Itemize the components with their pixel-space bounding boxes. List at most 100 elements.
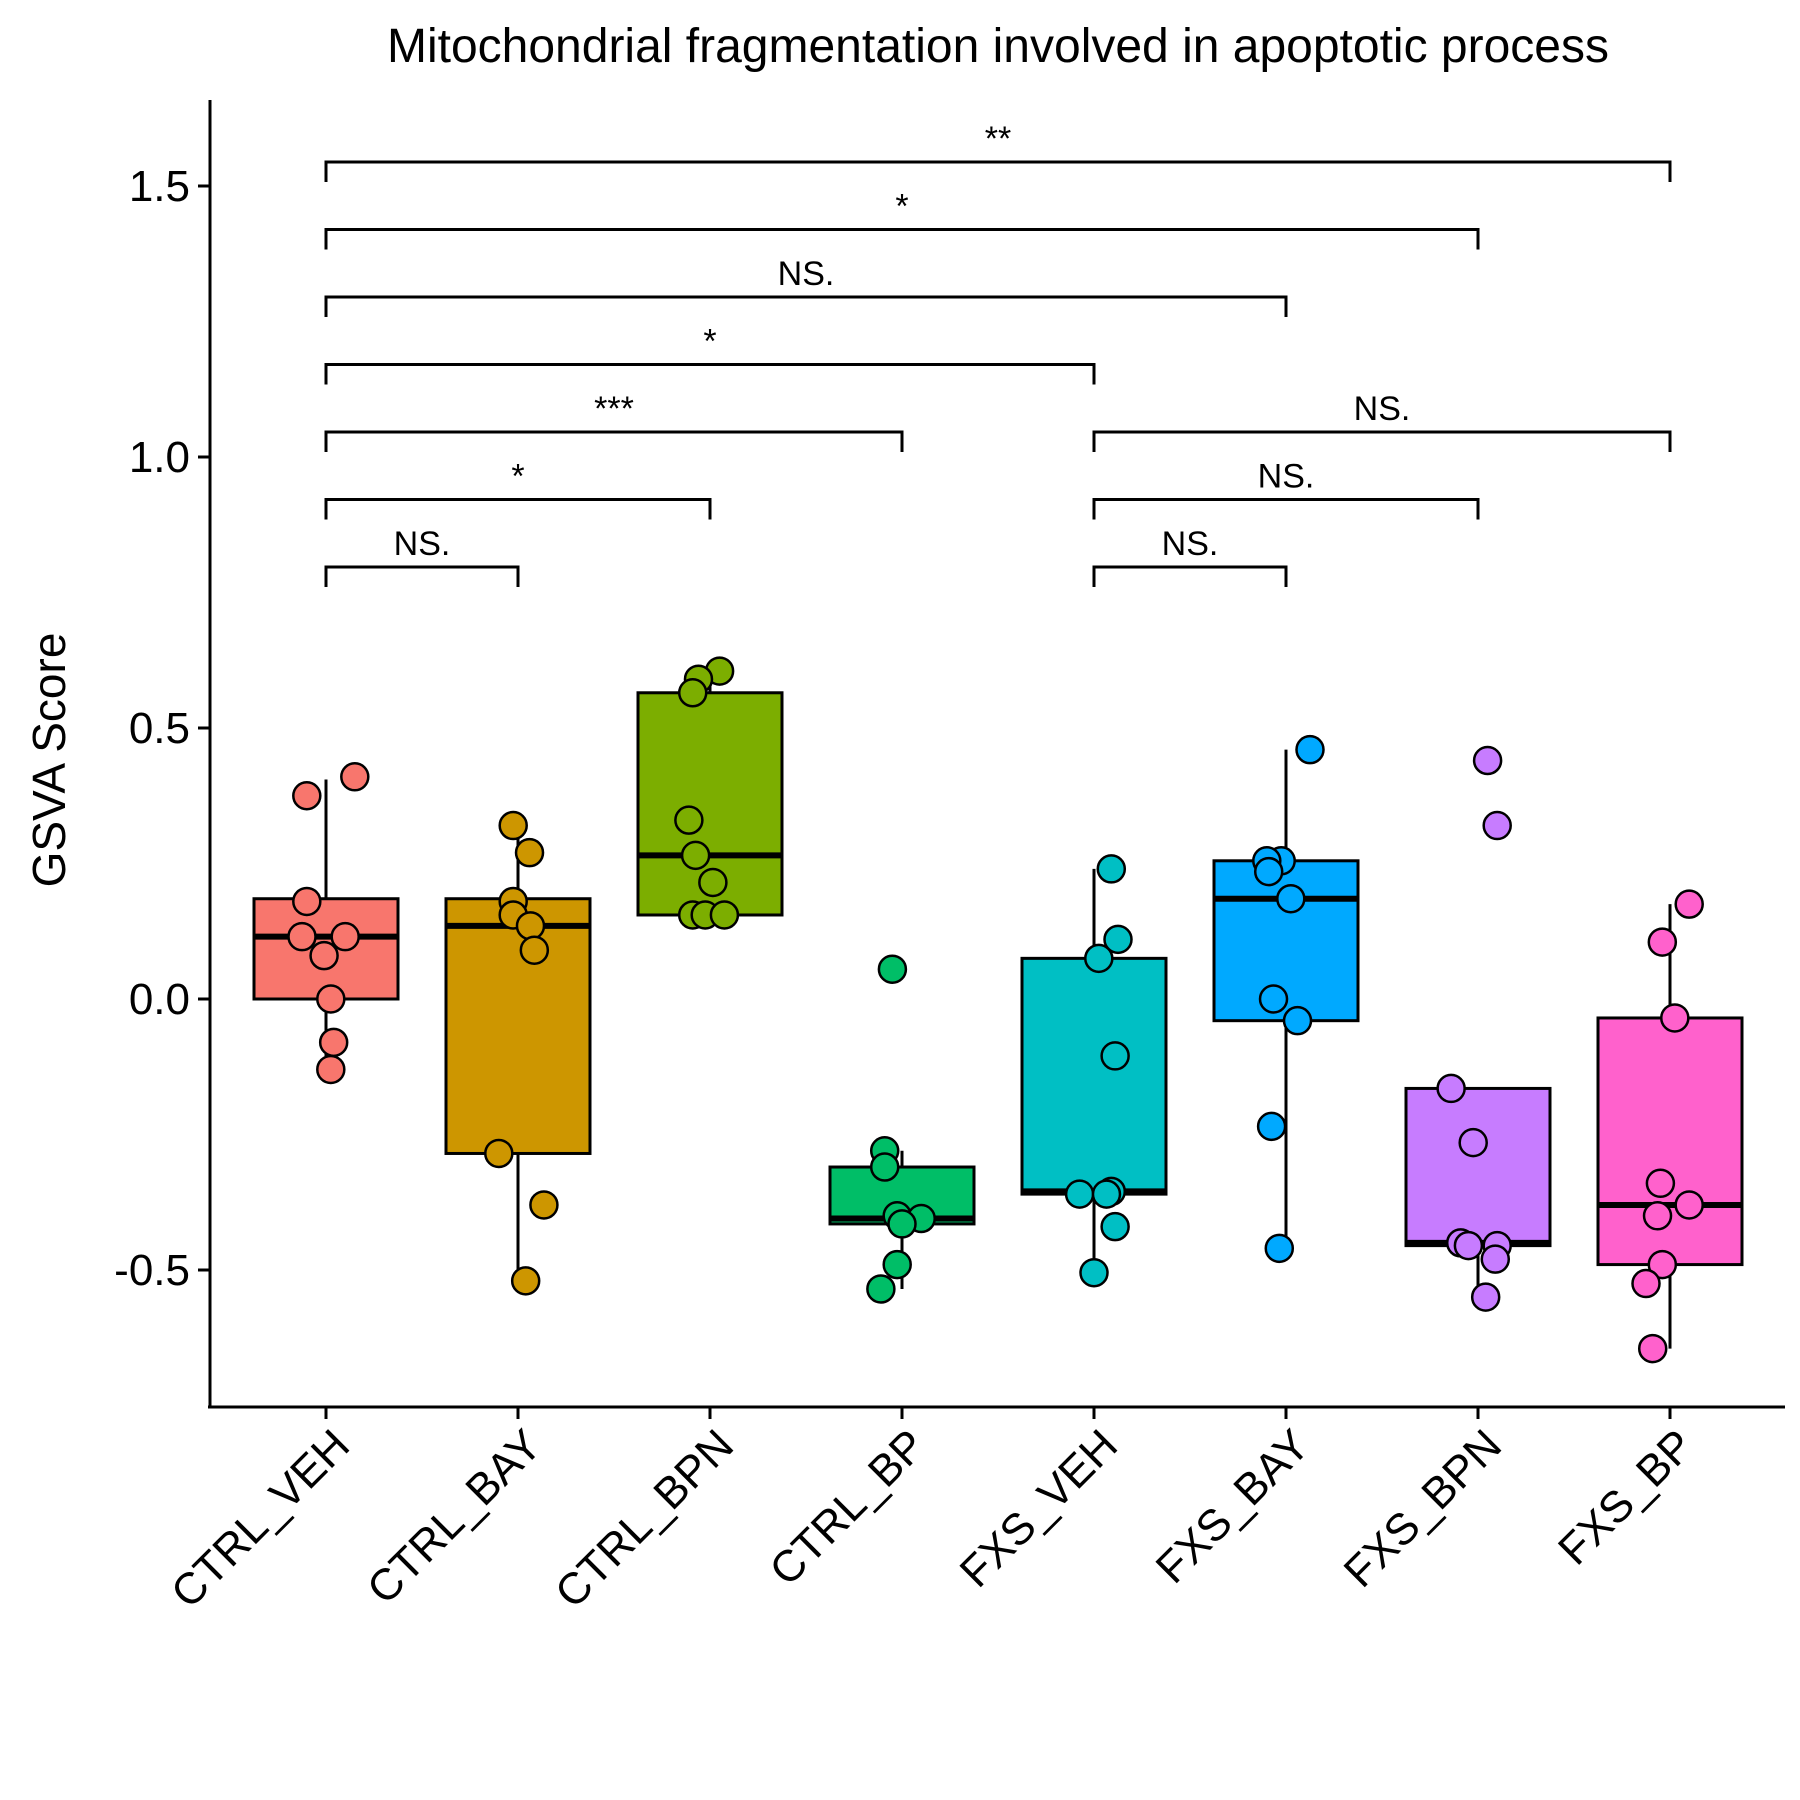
significance-bracket: *	[324, 188, 1480, 250]
bracket-line	[1092, 565, 1288, 587]
data-point	[1647, 1249, 1678, 1280]
data-point	[1276, 883, 1306, 914]
data-point	[866, 1274, 896, 1304]
x-tick-label: CTRL_BP	[760, 1420, 935, 1595]
data-point	[877, 954, 908, 984]
box-group	[828, 954, 976, 1304]
data-point	[1079, 1257, 1109, 1288]
data-point	[1674, 1190, 1704, 1220]
data-point	[1674, 889, 1704, 919]
data-point	[1100, 1041, 1130, 1071]
data-point	[882, 1249, 912, 1280]
box-groups	[252, 656, 1744, 1364]
data-point	[498, 810, 528, 841]
box-group	[1404, 745, 1552, 1312]
significance-bracket: NS.	[324, 525, 520, 587]
x-tick-label: FXS_VEH	[951, 1420, 1127, 1596]
bracket-line	[1092, 430, 1672, 452]
significance-label: NS.	[1258, 458, 1315, 496]
data-point	[1264, 1233, 1295, 1264]
data-point	[677, 678, 708, 708]
box-group	[1020, 854, 1168, 1288]
data-point	[510, 1266, 541, 1296]
bracket-line	[324, 498, 712, 520]
data-point	[1482, 810, 1512, 841]
chart-title: Mitochondrial fragmentation involved in …	[387, 20, 1609, 73]
data-point	[330, 921, 360, 952]
data-point	[316, 984, 346, 1014]
significance-label: *	[895, 188, 908, 226]
box-iqr	[444, 897, 592, 1155]
data-point	[709, 900, 740, 930]
box-group	[444, 810, 592, 1296]
significance-bracket: NS.	[1092, 458, 1480, 520]
data-point	[529, 1190, 559, 1220]
y-tick-label: 0.0	[129, 975, 190, 1024]
data-point	[1103, 924, 1133, 955]
x-tick-label: CTRL_VEH	[162, 1420, 359, 1617]
data-point	[287, 921, 317, 952]
significance-label: NS.	[1354, 390, 1411, 428]
significance-bracket: **	[324, 120, 1672, 182]
data-point	[1645, 1168, 1676, 1199]
x-tick-label: CTRL_BPN	[546, 1420, 743, 1617]
box-group	[1596, 889, 1744, 1364]
significance-annotations: NS.*****NS.***NS.NS.NS.	[324, 120, 1672, 587]
significance-bracket: *	[324, 323, 1096, 385]
data-point	[1458, 1127, 1488, 1158]
significance-label: NS.	[1162, 525, 1219, 563]
y-tick-label: 1.0	[129, 433, 190, 482]
data-point	[1470, 1282, 1501, 1312]
y-tick-label: 0.5	[129, 704, 190, 753]
data-point	[698, 867, 728, 898]
data-point	[292, 781, 322, 811]
data-point	[1453, 1230, 1484, 1261]
bracket-line	[324, 565, 520, 587]
x-tick-label: FXS_BAY	[1147, 1420, 1319, 1592]
data-point	[309, 940, 339, 971]
significance-label: *	[703, 323, 716, 361]
bracket-line	[324, 160, 1672, 182]
y-tick-label: 1.5	[129, 162, 190, 211]
data-point	[514, 837, 545, 868]
significance-label: **	[985, 120, 1011, 158]
data-point	[1253, 856, 1284, 887]
data-point	[1436, 1073, 1466, 1104]
data-point	[484, 1138, 514, 1169]
data-point	[318, 1027, 349, 1058]
significance-label: NS.	[778, 255, 835, 293]
data-point	[316, 1054, 346, 1085]
data-point	[1637, 1333, 1668, 1364]
box-group	[1212, 734, 1360, 1264]
significance-bracket: NS.	[1092, 525, 1288, 587]
data-point	[1282, 1005, 1313, 1036]
bracket-line	[324, 363, 1096, 385]
significance-label: *	[511, 458, 524, 496]
box-iqr	[1404, 1086, 1552, 1248]
data-point	[1660, 1003, 1690, 1033]
data-point	[1295, 734, 1325, 765]
data-point	[1064, 1179, 1095, 1209]
data-point	[1472, 745, 1503, 776]
box-iqr	[1020, 956, 1168, 1196]
significance-bracket: NS.	[324, 255, 1288, 317]
box-group	[636, 656, 784, 930]
x-tick-label: FXS_BP	[1549, 1420, 1703, 1574]
data-point	[519, 935, 550, 965]
x-tick-label: CTRL_BAY	[358, 1420, 551, 1613]
data-point	[674, 805, 704, 835]
data-point	[869, 1152, 900, 1182]
bracket-line	[324, 295, 1288, 317]
data-point	[340, 762, 370, 792]
data-point	[887, 1209, 917, 1239]
data-point	[1091, 1179, 1122, 1209]
data-point	[515, 911, 546, 941]
y-axis-ticks: -0.5 0.0 0.5 1.0 1.5	[114, 162, 210, 1295]
data-point	[1256, 1111, 1287, 1142]
x-tick-label: FXS_BPN	[1335, 1420, 1511, 1596]
box-group	[252, 762, 400, 1085]
significance-bracket: *	[324, 458, 712, 520]
data-point	[680, 840, 711, 871]
significance-label: ***	[594, 390, 634, 428]
